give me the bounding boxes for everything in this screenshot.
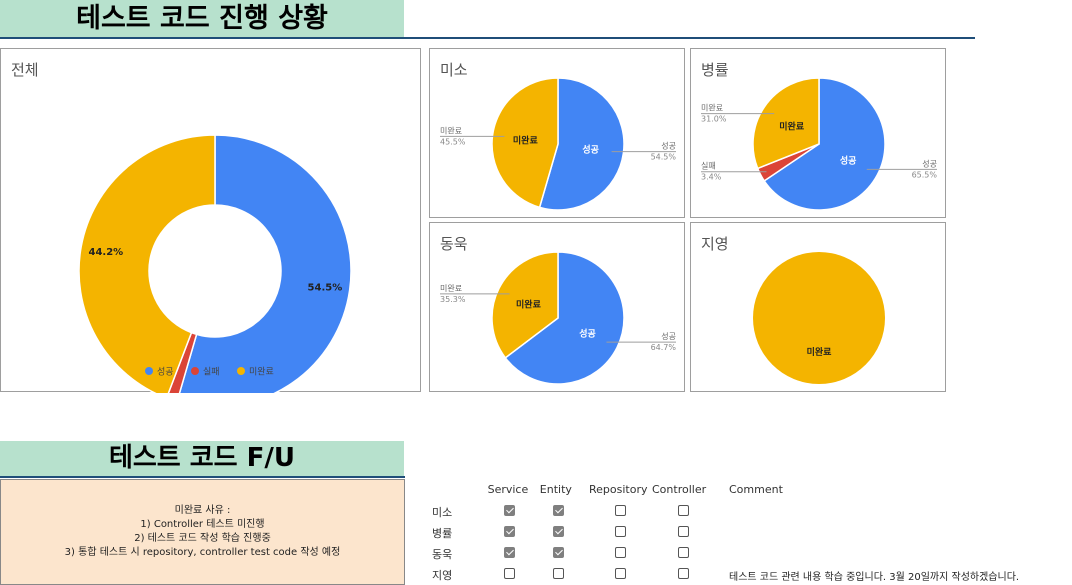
slice-label: 미완료 [807,346,833,358]
status-checkbox[interactable] [615,568,626,579]
outer-label-pct: 3.4% [701,173,722,182]
status-checkbox[interactable] [553,568,564,579]
chart-title: 동욱 [440,235,468,253]
status-checkbox[interactable] [678,526,689,537]
outer-label-name: 성공 [661,332,676,341]
data-label: 54.5% [308,283,343,294]
status-checkbox[interactable] [504,505,515,516]
data-label: 44.2% [88,247,123,258]
chart-total-svg: 54.5% 44.2% 성공 실패 미완료 [78,134,352,393]
chart-jiyoung: 지영 미완료 [690,222,946,392]
row-label: 지영 [432,569,453,582]
comment-text: 테스트 코드 관련 내용 학습 중입니다. 3월 20일까지 작성하겠습니다. [729,572,1020,583]
chart-title: 지영 [701,235,729,253]
status-checkbox[interactable] [504,568,515,579]
slice-label: 미완료 [516,298,542,310]
legend-label: 미완료 [249,367,274,378]
pie-slice [78,134,216,393]
status-checkbox[interactable] [553,505,564,516]
chart-title: 전체 [11,61,39,79]
column-header: Repository [589,483,648,496]
pie-slice [491,251,559,359]
legend-label: 실패 [203,367,220,378]
status-checkbox[interactable] [615,505,626,516]
outer-label-name: 성공 [661,142,676,151]
slice-label: 성공 [582,144,599,156]
row-label: 병률 [432,527,453,540]
status-checkbox[interactable] [615,547,626,558]
reason-line: 2) 테스트 코드 작성 학습 진행중 [134,533,271,544]
outer-label-name: 미완료 [701,104,723,113]
pie-slice [752,77,820,170]
legend-swatch [145,367,153,375]
chart-jiyoung-svg: 미완료 [753,252,885,384]
outer-label-pct: 65.5% [912,170,938,179]
outer-label-name: 미완료 [440,126,462,135]
status-checkbox[interactable] [553,526,564,537]
status-checkbox[interactable] [678,568,689,579]
slice-label: 미완료 [513,134,539,146]
row-label: 동욱 [432,548,453,561]
chart-title: 미소 [440,61,468,79]
status-checkbox[interactable] [504,526,515,537]
outer-label-pct: 45.5% [440,137,466,146]
column-header: Entity [539,483,572,496]
column-header: Controller [652,483,707,496]
pie-slice [178,134,352,393]
chart-title: 병률 [701,61,729,79]
status-checkbox[interactable] [553,547,564,558]
pie-slice [753,252,885,384]
reason-line: 3) 통합 테스트 시 repository, controller test … [64,547,341,558]
status-checkbox[interactable] [678,547,689,558]
legend-label: 성공 [157,367,174,378]
outer-label-pct: 54.5% [651,153,677,162]
legend-swatch [191,367,199,375]
reason-line: 1) Controller 테스트 미진행 [140,519,265,530]
page-title: 테스트 코드 진행 상황 [0,0,404,37]
reason-line: 미완료 사유 : [174,505,231,516]
pie-slice [491,77,559,209]
outer-label-name: 미완료 [440,284,462,293]
status-checkbox[interactable] [615,526,626,537]
slice-label: 성공 [579,328,596,340]
row-label: 미소 [432,506,453,519]
outer-label-name: 성공 [922,159,937,168]
pie-slice [538,77,625,211]
status-checkbox[interactable] [504,547,515,558]
slice-label: 미완료 [779,120,805,132]
chart-total: 전체 54.5% 44.2% 성공 실패 미완료 [0,48,421,393]
pie-slice [504,251,625,385]
outer-label-name: 실패 [701,161,716,171]
slice-label: 성공 [840,155,857,167]
column-header: Service [487,483,529,496]
followup-underline [0,476,405,478]
incomplete-reason-box: 미완료 사유 : 1) Controller 테스트 미진행 2) 테스트 코드… [0,479,405,585]
outer-label-pct: 35.3% [440,295,466,304]
outer-label-pct: 64.7% [651,343,677,352]
outer-label-pct: 31.0% [701,115,727,124]
pie-slice [763,77,886,211]
status-checkbox[interactable] [678,505,689,516]
legend-swatch [237,367,245,375]
followup-title: 테스트 코드 F/U [0,441,404,476]
column-header: Comment [729,483,783,496]
title-underline [0,37,975,39]
